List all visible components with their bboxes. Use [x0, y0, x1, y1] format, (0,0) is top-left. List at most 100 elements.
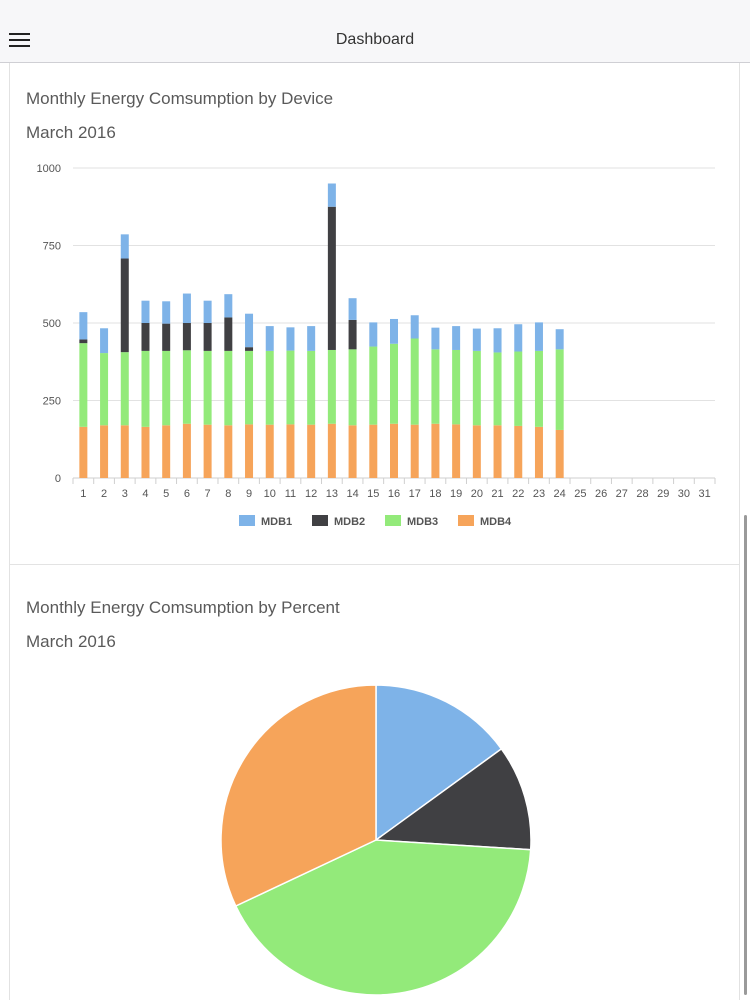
navigation-bar: Dashboard [0, 0, 750, 63]
y-tick-label: 500 [43, 318, 61, 330]
bar-segment-mdb1 [348, 298, 357, 320]
x-tick-label: 5 [163, 488, 169, 500]
bar-segment-mdb4 [452, 424, 461, 478]
bar-segment-mdb3 [120, 352, 129, 426]
dashboard-content[interactable]: Monthly Energy Comsumption by Device Mar… [9, 63, 740, 1000]
bar-segment-mdb2 [162, 323, 171, 351]
bar-segment-mdb1 [203, 300, 212, 323]
bar-segment-mdb2 [348, 319, 357, 350]
bar-segment-mdb1 [534, 322, 543, 351]
bar-segment-mdb3 [472, 350, 481, 426]
x-tick-label: 30 [678, 488, 690, 500]
x-tick-label: 18 [429, 488, 441, 500]
bar-segment-mdb4 [182, 423, 191, 478]
bar-segment-mdb3 [493, 352, 502, 426]
x-tick-label: 25 [574, 488, 586, 500]
bar-segment-mdb1 [390, 318, 398, 344]
bar-segment-mdb3 [100, 353, 109, 426]
bar-segment-mdb3 [348, 349, 357, 426]
bar-segment-mdb4 [286, 424, 295, 478]
x-tick-label: 23 [533, 488, 545, 500]
x-tick-label: 10 [264, 488, 276, 500]
bar-segment-mdb1 [431, 327, 440, 350]
x-tick-label: 2 [101, 488, 107, 500]
x-tick-label: 20 [471, 488, 483, 500]
pie-slice-mdb4 [220, 684, 377, 907]
x-tick-label: 8 [225, 488, 231, 500]
scrollbar[interactable] [744, 515, 747, 995]
bar-card-title: Monthly Energy Comsumption by Device [26, 89, 334, 108]
bar-segment-mdb4 [493, 425, 502, 478]
bar-segment-mdb4 [245, 424, 254, 478]
x-tick-label: 1 [80, 488, 86, 500]
bar-segment-mdb4 [224, 425, 233, 478]
bar-segment-mdb4 [162, 425, 171, 478]
bar-segment-mdb4 [265, 424, 274, 478]
bar-segment-mdb1 [162, 301, 171, 324]
bar-segment-mdb4 [327, 423, 336, 478]
x-tick-label: 3 [122, 488, 128, 500]
bar-segment-mdb1 [141, 300, 150, 323]
bar-card-subtitle: March 2016 [26, 123, 116, 142]
bar-segment-mdb3 [431, 349, 440, 424]
bar-segment-mdb1 [120, 234, 129, 259]
y-tick-label: 750 [43, 241, 61, 253]
bar-segment-mdb3 [265, 350, 274, 425]
x-tick-label: 17 [409, 488, 421, 500]
bar-segment-mdb1 [514, 324, 523, 352]
x-tick-label: 26 [595, 488, 607, 500]
bar-segment-mdb4 [390, 423, 398, 478]
pie-card-title: Monthly Energy Comsumption by Percent [26, 598, 340, 617]
bar-segment-mdb4 [472, 425, 481, 478]
legend-swatch-mdb1 [239, 515, 255, 526]
x-tick-label: 22 [512, 488, 524, 500]
bar-segment-mdb3 [286, 350, 295, 425]
legend-label-mdb3: MDB3 [407, 516, 438, 528]
bar-segment-mdb3 [369, 346, 378, 425]
bar-segment-mdb1 [79, 312, 88, 340]
bar-segment-mdb3 [141, 350, 150, 427]
x-tick-label: 16 [388, 488, 400, 500]
bar-segment-mdb4 [555, 429, 564, 478]
bar-segment-mdb4 [307, 424, 316, 478]
bar-segment-mdb3 [245, 350, 254, 425]
bar-segment-mdb3 [224, 350, 233, 426]
bar-segment-mdb4 [348, 425, 357, 478]
bar-segment-mdb3 [452, 349, 461, 425]
bar-segment-mdb1 [265, 326, 274, 351]
bar-segment-mdb4 [141, 426, 150, 478]
bar-segment-mdb2 [141, 323, 150, 351]
bar-segment-mdb1 [452, 326, 461, 350]
bar-segment-mdb3 [162, 350, 171, 426]
bar-segment-mdb2 [224, 317, 233, 351]
legend-swatch-mdb2 [312, 515, 328, 526]
pie-slice-mdb1 [375, 684, 503, 842]
pie-chart [220, 684, 532, 996]
x-tick-label: 7 [205, 488, 211, 500]
bar-segment-mdb4 [410, 424, 419, 478]
bar-segment-mdb3 [79, 343, 88, 427]
legend-swatch-mdb3 [385, 515, 401, 526]
x-tick-label: 21 [491, 488, 503, 500]
bar-segment-mdb3 [327, 349, 336, 424]
bar-segment-mdb4 [431, 423, 440, 478]
legend-swatch-mdb4 [458, 515, 474, 526]
x-tick-label: 9 [246, 488, 252, 500]
pie-slice-mdb2 [373, 747, 532, 851]
bar-segment-mdb4 [369, 424, 378, 478]
bar-segment-mdb4 [203, 424, 212, 478]
bar-segment-mdb1 [327, 183, 336, 207]
x-tick-label: 13 [326, 488, 338, 500]
bar-segment-mdb2 [327, 206, 336, 350]
bar-segment-mdb4 [100, 425, 109, 478]
bar-segment-mdb3 [410, 338, 419, 425]
bar-segment-mdb1 [472, 328, 481, 351]
bar-segment-mdb1 [369, 322, 378, 347]
x-tick-label: 6 [184, 488, 190, 500]
bar-segment-mdb1 [410, 315, 419, 339]
card-divider [10, 564, 739, 565]
bar-segment-mdb1 [100, 328, 109, 354]
hamburger-menu-icon[interactable] [9, 30, 31, 50]
bar-segment-mdb3 [514, 351, 523, 426]
bar-segment-mdb1 [555, 329, 564, 350]
